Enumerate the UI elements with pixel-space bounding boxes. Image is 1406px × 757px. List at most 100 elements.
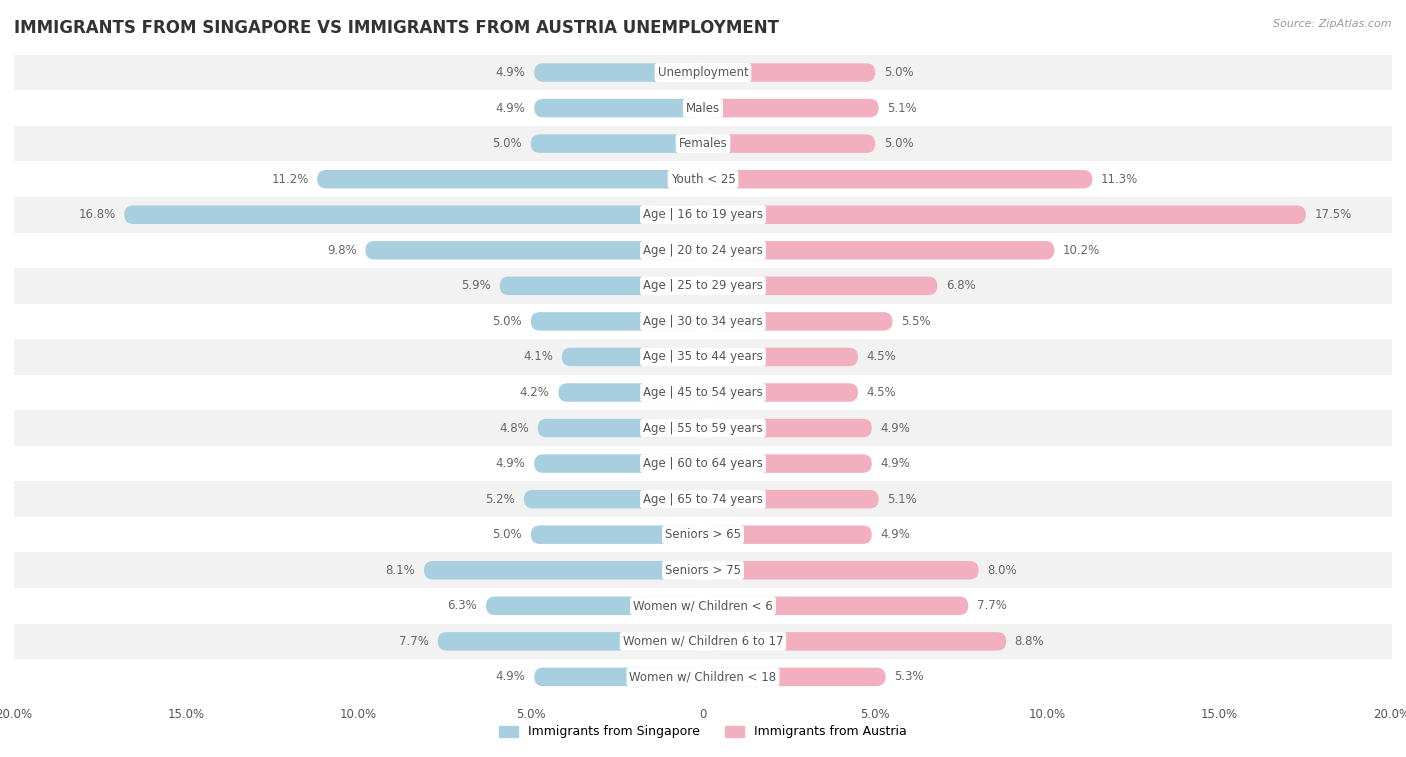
Bar [14, 410, 1392, 446]
Bar [14, 304, 1392, 339]
Text: 5.0%: 5.0% [884, 66, 914, 79]
Text: Females: Females [679, 137, 727, 150]
FancyBboxPatch shape [124, 205, 703, 224]
FancyBboxPatch shape [703, 668, 886, 686]
FancyBboxPatch shape [703, 276, 938, 295]
FancyBboxPatch shape [703, 312, 893, 331]
Text: Women w/ Children < 6: Women w/ Children < 6 [633, 600, 773, 612]
Bar [14, 232, 1392, 268]
FancyBboxPatch shape [703, 241, 1054, 260]
Text: 11.3%: 11.3% [1101, 173, 1137, 185]
Text: 5.2%: 5.2% [485, 493, 515, 506]
Text: 10.2%: 10.2% [1063, 244, 1101, 257]
FancyBboxPatch shape [703, 561, 979, 579]
Bar [14, 588, 1392, 624]
FancyBboxPatch shape [534, 64, 703, 82]
FancyBboxPatch shape [703, 597, 969, 615]
FancyBboxPatch shape [703, 64, 875, 82]
Text: 5.9%: 5.9% [461, 279, 491, 292]
Text: Age | 30 to 34 years: Age | 30 to 34 years [643, 315, 763, 328]
Text: Age | 60 to 64 years: Age | 60 to 64 years [643, 457, 763, 470]
FancyBboxPatch shape [499, 276, 703, 295]
Bar [14, 659, 1392, 695]
Text: 5.0%: 5.0% [492, 137, 522, 150]
Text: 5.1%: 5.1% [887, 101, 917, 114]
Legend: Immigrants from Singapore, Immigrants from Austria: Immigrants from Singapore, Immigrants fr… [499, 725, 907, 738]
Text: 4.9%: 4.9% [496, 671, 526, 684]
Text: 4.5%: 4.5% [866, 350, 897, 363]
Text: Source: ZipAtlas.com: Source: ZipAtlas.com [1274, 19, 1392, 29]
FancyBboxPatch shape [703, 383, 858, 402]
FancyBboxPatch shape [703, 170, 1092, 188]
Text: Males: Males [686, 101, 720, 114]
Bar [14, 375, 1392, 410]
Text: Age | 55 to 59 years: Age | 55 to 59 years [643, 422, 763, 435]
FancyBboxPatch shape [703, 135, 875, 153]
Text: 4.2%: 4.2% [520, 386, 550, 399]
FancyBboxPatch shape [703, 632, 1007, 650]
Text: IMMIGRANTS FROM SINGAPORE VS IMMIGRANTS FROM AUSTRIA UNEMPLOYMENT: IMMIGRANTS FROM SINGAPORE VS IMMIGRANTS … [14, 19, 779, 37]
Text: 4.5%: 4.5% [866, 386, 897, 399]
Text: Age | 35 to 44 years: Age | 35 to 44 years [643, 350, 763, 363]
Text: 6.3%: 6.3% [447, 600, 478, 612]
Text: 9.8%: 9.8% [328, 244, 357, 257]
Text: 4.9%: 4.9% [880, 457, 910, 470]
Text: 4.9%: 4.9% [880, 528, 910, 541]
Text: 4.1%: 4.1% [523, 350, 553, 363]
FancyBboxPatch shape [531, 135, 703, 153]
Text: Seniors > 75: Seniors > 75 [665, 564, 741, 577]
FancyBboxPatch shape [703, 347, 858, 366]
Text: Women w/ Children < 18: Women w/ Children < 18 [630, 671, 776, 684]
Text: 17.5%: 17.5% [1315, 208, 1351, 221]
FancyBboxPatch shape [537, 419, 703, 438]
FancyBboxPatch shape [703, 419, 872, 438]
Bar [14, 624, 1392, 659]
Bar [14, 553, 1392, 588]
Text: 5.5%: 5.5% [901, 315, 931, 328]
FancyBboxPatch shape [437, 632, 703, 650]
Text: 4.9%: 4.9% [496, 457, 526, 470]
FancyBboxPatch shape [524, 490, 703, 509]
FancyBboxPatch shape [531, 312, 703, 331]
Bar [14, 55, 1392, 90]
Text: 4.9%: 4.9% [496, 66, 526, 79]
FancyBboxPatch shape [703, 490, 879, 509]
Text: 4.8%: 4.8% [499, 422, 529, 435]
Text: Seniors > 65: Seniors > 65 [665, 528, 741, 541]
Bar [14, 481, 1392, 517]
FancyBboxPatch shape [425, 561, 703, 579]
Text: 5.0%: 5.0% [492, 315, 522, 328]
Text: Women w/ Children 6 to 17: Women w/ Children 6 to 17 [623, 635, 783, 648]
Text: 4.9%: 4.9% [496, 101, 526, 114]
Bar [14, 90, 1392, 126]
Bar [14, 517, 1392, 553]
Bar [14, 268, 1392, 304]
FancyBboxPatch shape [562, 347, 703, 366]
FancyBboxPatch shape [703, 525, 872, 544]
Text: 7.7%: 7.7% [977, 600, 1007, 612]
FancyBboxPatch shape [703, 99, 879, 117]
FancyBboxPatch shape [534, 454, 703, 473]
Text: Unemployment: Unemployment [658, 66, 748, 79]
Text: 8.1%: 8.1% [385, 564, 415, 577]
FancyBboxPatch shape [558, 383, 703, 402]
Text: Youth < 25: Youth < 25 [671, 173, 735, 185]
Bar [14, 161, 1392, 197]
Text: 6.8%: 6.8% [946, 279, 976, 292]
Bar [14, 197, 1392, 232]
Text: Age | 16 to 19 years: Age | 16 to 19 years [643, 208, 763, 221]
Text: Age | 25 to 29 years: Age | 25 to 29 years [643, 279, 763, 292]
FancyBboxPatch shape [366, 241, 703, 260]
Text: 7.7%: 7.7% [399, 635, 429, 648]
Bar [14, 339, 1392, 375]
Text: 11.2%: 11.2% [271, 173, 308, 185]
FancyBboxPatch shape [486, 597, 703, 615]
FancyBboxPatch shape [531, 525, 703, 544]
Text: 5.0%: 5.0% [884, 137, 914, 150]
Text: 8.8%: 8.8% [1015, 635, 1045, 648]
Text: 16.8%: 16.8% [79, 208, 115, 221]
FancyBboxPatch shape [703, 205, 1306, 224]
FancyBboxPatch shape [318, 170, 703, 188]
FancyBboxPatch shape [703, 454, 872, 473]
Bar [14, 126, 1392, 161]
